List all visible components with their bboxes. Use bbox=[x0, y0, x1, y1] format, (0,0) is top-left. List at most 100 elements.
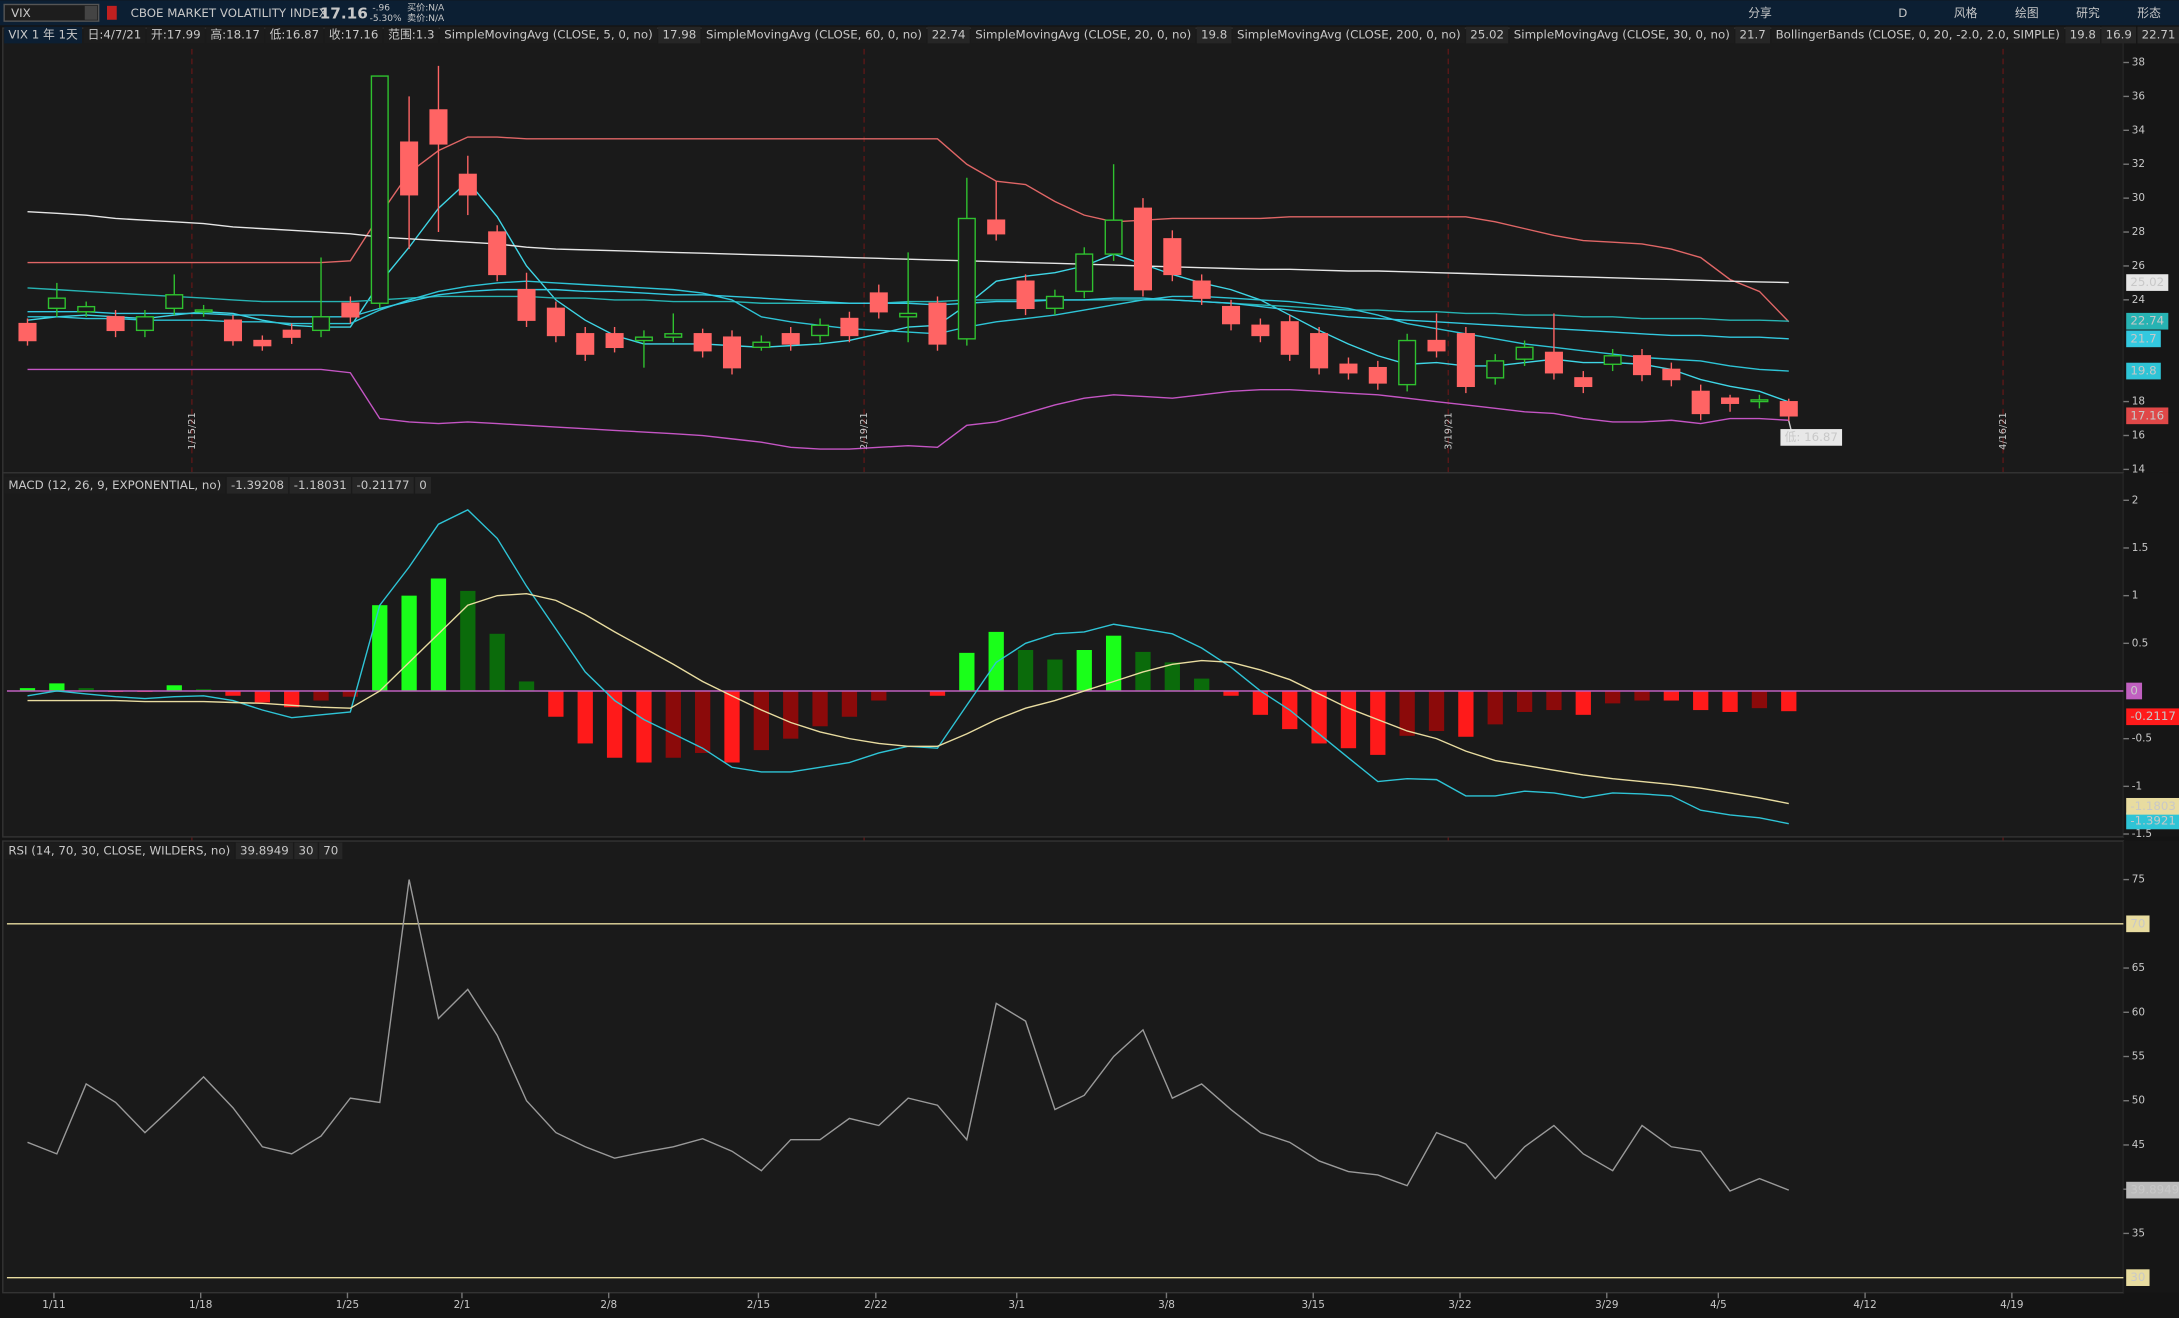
button-studies[interactable]: 研究 bbox=[2076, 6, 2100, 20]
y-tick-label: 38 bbox=[2132, 56, 2145, 68]
histogram-bar bbox=[783, 690, 799, 739]
symbol-input[interactable] bbox=[3, 3, 100, 22]
header-open-bg bbox=[146, 26, 205, 44]
y-tick-label: 34 bbox=[2132, 124, 2146, 136]
study-value: 21.7 bbox=[1740, 28, 1766, 42]
histogram-bar bbox=[1546, 690, 1562, 711]
study-value-bg bbox=[658, 26, 701, 44]
histogram-bar bbox=[988, 631, 1004, 691]
candle-body bbox=[370, 75, 389, 304]
study-label: MACD (12, 26, 9, EXPONENTIAL, no) bbox=[8, 478, 221, 492]
study-value-bg bbox=[1196, 26, 1232, 44]
histogram-bar bbox=[812, 690, 828, 727]
button-drawing[interactable]: 绘图 bbox=[2015, 6, 2039, 20]
button-period[interactable]: D bbox=[1898, 6, 1907, 20]
candle-body bbox=[1045, 295, 1064, 310]
button-style[interactable]: 风格 bbox=[1954, 6, 1978, 20]
last-price: 17.16 bbox=[320, 5, 368, 23]
candle-body bbox=[77, 305, 96, 313]
button-patterns[interactable]: 形态 bbox=[2137, 6, 2161, 20]
axis-tag: 0 bbox=[2130, 683, 2138, 697]
x-tick-label: 2/8 bbox=[600, 1299, 617, 1311]
y-tick-label: 2 bbox=[2132, 494, 2139, 506]
axis-tag-bg bbox=[2126, 797, 2179, 815]
candle-body bbox=[634, 336, 653, 342]
study-value: -1.18031 bbox=[294, 478, 347, 492]
candle-body bbox=[106, 316, 125, 332]
histogram-bar bbox=[1751, 690, 1768, 709]
study-value: 19.8 bbox=[2070, 28, 2096, 42]
candle-body bbox=[546, 307, 565, 337]
expiration-label: 2/19/21 bbox=[859, 412, 870, 449]
axis-panel bbox=[2123, 841, 2179, 1293]
study-value-bg bbox=[2137, 26, 2179, 44]
y-tick-label: 55 bbox=[2132, 1051, 2145, 1063]
header-low-bg bbox=[265, 26, 324, 44]
candle-body bbox=[605, 333, 624, 349]
axis-tag: 70 bbox=[2130, 916, 2145, 930]
price-tag: 25.02 bbox=[2130, 275, 2164, 289]
study-value-bg bbox=[1735, 26, 1771, 44]
candle-body bbox=[1133, 207, 1153, 291]
y-tick-label: 1.5 bbox=[2132, 542, 2149, 554]
x-tick-label: 1/11 bbox=[42, 1299, 65, 1311]
study-value-bg bbox=[2065, 26, 2101, 44]
header-date: 日:4/7/21 bbox=[88, 28, 142, 42]
price-tag: 21.7 bbox=[2130, 331, 2156, 345]
histogram-bar bbox=[1428, 690, 1445, 732]
histogram-bar bbox=[1458, 690, 1474, 737]
axis-panel bbox=[2123, 472, 2179, 837]
x-tick-label: 2/15 bbox=[747, 1299, 770, 1311]
low-label: 低: 16.87 bbox=[1785, 430, 1838, 444]
candle-body bbox=[1339, 363, 1358, 374]
study-label-bg bbox=[1232, 26, 1465, 44]
candle-body bbox=[194, 309, 213, 313]
study-value-bg bbox=[352, 476, 414, 494]
candle-body bbox=[840, 317, 859, 337]
panel bbox=[2, 472, 2125, 838]
y-tick-label: 30 bbox=[2132, 192, 2145, 204]
candle-body bbox=[1721, 397, 1740, 404]
candle-body bbox=[928, 302, 947, 345]
y-tick-label: 45 bbox=[2132, 1139, 2145, 1151]
histogram-bar bbox=[606, 690, 623, 758]
flag-icon[interactable] bbox=[107, 5, 117, 20]
y-tick-label: 65 bbox=[2132, 962, 2145, 974]
y-tick-label: 24 bbox=[2132, 294, 2146, 306]
x-tick-label: 3/22 bbox=[1448, 1299, 1471, 1311]
axis-tag: -1.1803 bbox=[2130, 799, 2176, 813]
y-tick-label: 18 bbox=[2132, 396, 2145, 408]
axis-panel bbox=[2123, 28, 2179, 473]
candle-body bbox=[752, 341, 771, 349]
histogram-bar bbox=[166, 685, 182, 691]
header-range: 范围:1.3 bbox=[388, 28, 434, 42]
study-label-bg bbox=[1771, 26, 2065, 44]
y-tick-label: 0.5 bbox=[2132, 637, 2149, 649]
y-tick-label: 36 bbox=[2132, 90, 2145, 102]
header-high-bg bbox=[206, 26, 265, 44]
dropdown[interactable] bbox=[84, 5, 98, 20]
header-date-bg bbox=[83, 26, 146, 44]
histogram-bar bbox=[871, 690, 887, 701]
button-share[interactable]: 分享 bbox=[1748, 6, 1772, 20]
candle-body bbox=[1251, 324, 1270, 337]
histogram-bar bbox=[548, 690, 564, 717]
y-tick-label: 26 bbox=[2132, 260, 2145, 272]
price-tag-bg bbox=[2126, 330, 2161, 348]
histogram-bar bbox=[929, 690, 946, 696]
x-tick-label: 2/22 bbox=[864, 1299, 887, 1311]
study-value: 39.8949 bbox=[240, 843, 289, 857]
histogram-bar bbox=[1487, 690, 1503, 725]
candle-body bbox=[1691, 390, 1710, 415]
histogram-bar bbox=[1370, 690, 1386, 755]
study-value-bg bbox=[289, 476, 351, 494]
x-tick-label: 1/18 bbox=[189, 1299, 212, 1311]
x-tick-label: 4/19 bbox=[2000, 1299, 2023, 1311]
study-value: 25.02 bbox=[1470, 28, 1504, 42]
candle-body bbox=[1544, 351, 1563, 374]
histogram-bar bbox=[1605, 690, 1621, 704]
candle-body bbox=[1222, 305, 1241, 325]
histogram-bar bbox=[1781, 690, 1797, 712]
study-label-bg bbox=[701, 26, 927, 44]
candle-body bbox=[987, 219, 1006, 235]
